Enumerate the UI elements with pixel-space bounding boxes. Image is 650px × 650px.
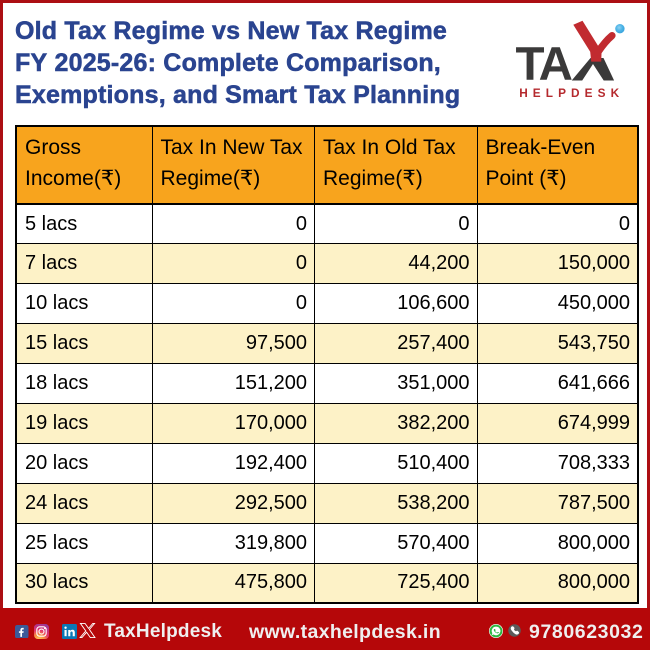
svg-text:HELPDESK: HELPDESK <box>519 86 624 100</box>
svg-text:TA: TA <box>516 38 573 91</box>
